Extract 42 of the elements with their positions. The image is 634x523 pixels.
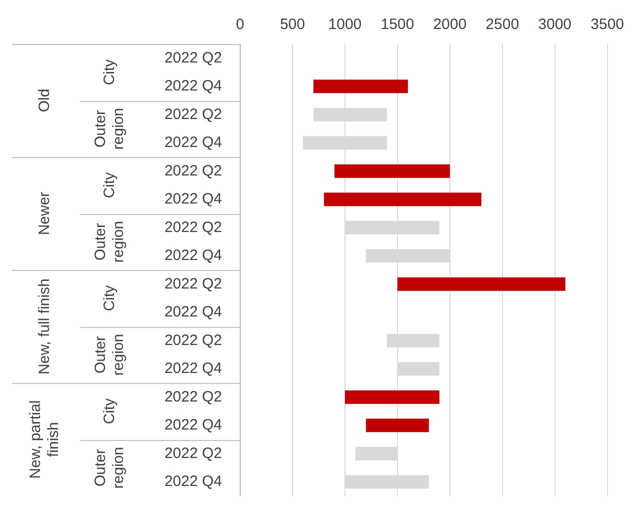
x-tick-label: 3500	[590, 16, 624, 34]
bar	[334, 164, 450, 178]
y-tick-label: 2022 Q2	[164, 444, 222, 462]
y-tick-label: 2022 Q4	[164, 416, 222, 434]
y-tick-label: 2022 Q2	[164, 106, 222, 123]
y-tick-label: 2022 Q4	[164, 78, 222, 95]
text: Newer	[36, 192, 54, 236]
y-tick-label: 2022 Q4	[164, 190, 222, 208]
text: Outer region	[92, 334, 128, 376]
text: City	[101, 398, 118, 424]
y-tick-label: 2022 Q4	[164, 247, 222, 264]
y-tick-label: 2022 Q2	[164, 275, 222, 292]
text: New, full finish	[36, 278, 54, 374]
text: City	[101, 58, 118, 86]
y-tick-label: 2022 Q4	[164, 473, 222, 490]
y-tick-label: 2022 Q4	[164, 134, 222, 152]
y-tick-label: 2022 Q2	[164, 218, 222, 236]
x-tick-label: 500	[280, 16, 305, 34]
text: Old	[36, 88, 54, 112]
bar	[366, 418, 429, 432]
bar	[397, 277, 566, 291]
text: City	[101, 284, 118, 312]
y-tick-label: 2022 Q2	[164, 388, 222, 406]
text: Outer region	[92, 108, 128, 150]
y-tick-label: 2022 Q2	[164, 162, 222, 180]
bar	[313, 80, 408, 94]
text: Outer region	[92, 446, 128, 489]
bar	[324, 192, 482, 206]
x-tick-label: 3000	[538, 16, 572, 34]
text: Outer region	[92, 220, 128, 263]
y-tick-label: 2022 Q4	[164, 304, 222, 321]
bar	[344, 390, 440, 404]
x-tick-label: 2000	[433, 16, 467, 34]
x-tick-label: 0	[236, 16, 244, 34]
text: New, partial finish	[27, 400, 62, 479]
y-tick-label: 2022 Q2	[164, 49, 222, 66]
x-tick-label: 2500	[486, 16, 520, 34]
y-tick-label: 2022 Q2	[164, 332, 222, 349]
text: City	[101, 172, 118, 198]
x-tick-label: 1000	[328, 16, 362, 34]
y-tick-label: 2022 Q4	[164, 360, 222, 378]
x-tick-label: 1500	[380, 16, 414, 34]
